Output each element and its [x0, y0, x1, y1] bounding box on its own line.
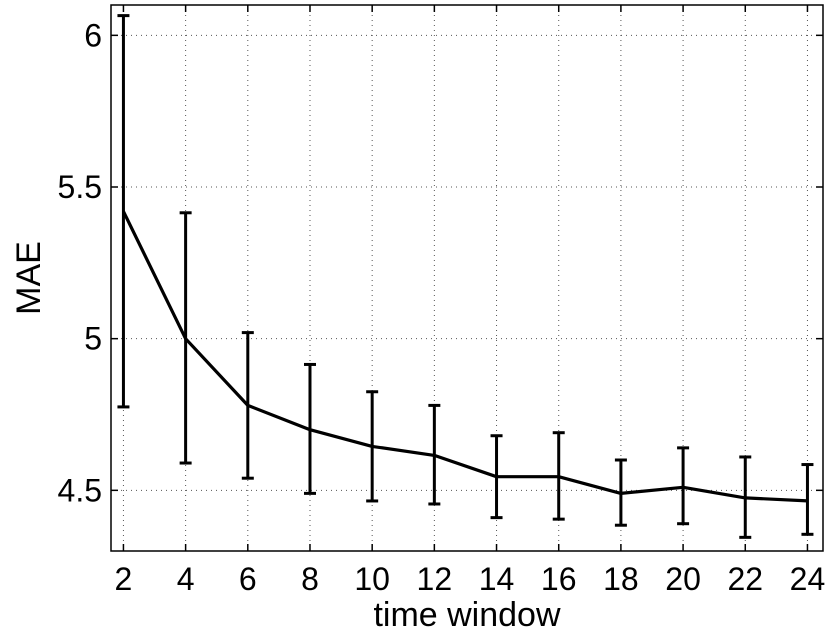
series-layer [121, 210, 808, 503]
error-bar [490, 434, 503, 520]
y-tick-label: 5 [84, 321, 102, 357]
x-tick-label: 24 [790, 561, 826, 597]
error-bar [677, 446, 690, 526]
error-bar [739, 455, 752, 539]
error-bar [117, 14, 130, 409]
error-bar [303, 362, 316, 495]
plot-frame [110, 4, 824, 552]
x-tick-label: 14 [479, 561, 515, 597]
y-tick-label: 5.5 [58, 169, 102, 205]
y-tick-label: 6 [84, 17, 102, 53]
error-bar [614, 458, 627, 527]
x-tick-label: 4 [177, 561, 195, 597]
x-tick-label: 18 [603, 561, 639, 597]
error-bar [366, 390, 379, 503]
series-line [121, 210, 808, 503]
x-tick-label: 16 [541, 561, 577, 597]
x-tick-label: 6 [239, 561, 257, 597]
x-tick-label: 10 [354, 561, 390, 597]
x-tick-label: 2 [115, 561, 133, 597]
error-bar [428, 403, 441, 506]
error-bars [117, 14, 814, 539]
x-tick-label: 12 [417, 561, 453, 597]
error-bar [179, 211, 192, 465]
axis-ticks: 2 4 6 8 10 12 14 16 18 20 22 244.555.56 [58, 5, 826, 597]
error-bar [801, 463, 814, 536]
grid-lines [111, 5, 823, 551]
error-bar [241, 331, 254, 480]
y-tick-label: 4.5 [58, 472, 102, 508]
y-axis-title: MAE [10, 241, 48, 315]
x-tick-label: 20 [665, 561, 701, 597]
error-bar [552, 431, 565, 521]
x-tick-label: 8 [301, 561, 319, 597]
x-axis-title: time window [373, 596, 561, 634]
x-tick-label: 22 [727, 561, 763, 597]
